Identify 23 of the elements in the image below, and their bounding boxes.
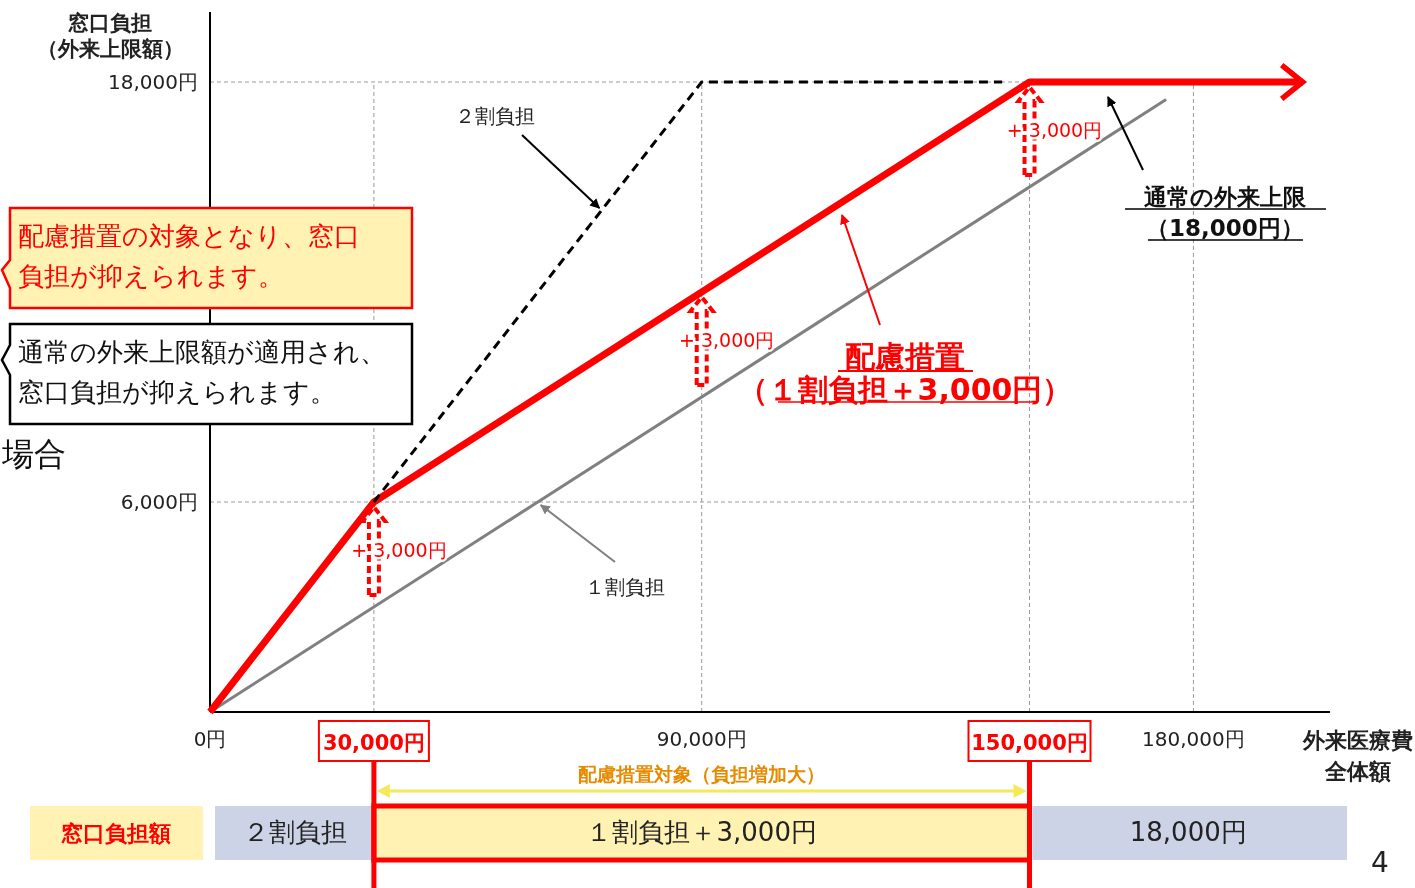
x-tick-label: 180,000円 (1142, 727, 1245, 751)
text: 4 (1371, 846, 1389, 879)
annotation: ２割負担 (455, 104, 535, 128)
annotation: 配慮措置の対象となり、窓口負担が抑えられます。 (18, 221, 360, 292)
y-axis-title: 窓口負担（外来上限額） (36, 11, 184, 62)
x-tick-label: 90,000円 (656, 727, 747, 751)
text: 場合 (1, 435, 66, 473)
x-tick-label: 150,000円 (971, 731, 1088, 755)
text: ２割負担 (242, 817, 347, 847)
text: 窓口負担額 (61, 821, 171, 846)
annotation: 通常の外来上限（18,000円） (1143, 184, 1307, 242)
annotation: + 3,000円 (1006, 119, 1103, 141)
annotation: １割負担 (585, 575, 665, 599)
annotation: + 3,000円 (679, 329, 775, 351)
text: １割負担＋3,000円 (586, 817, 817, 847)
x-tick-label: 0円 (193, 727, 227, 751)
x-tick-label: 30,000円 (322, 731, 425, 755)
text: 18,000円 (1129, 817, 1247, 847)
text: 配慮措置対象（負担増加大） (578, 763, 826, 785)
y-tick-label: 6,000円 (120, 490, 198, 514)
x-axis-title: 外来医療費全体額 (1302, 728, 1413, 784)
annotation: + 3,000円 (351, 539, 447, 561)
annotation: 通常の外来上限額が適用され、窓口負担が抑えられます。 (18, 337, 386, 408)
